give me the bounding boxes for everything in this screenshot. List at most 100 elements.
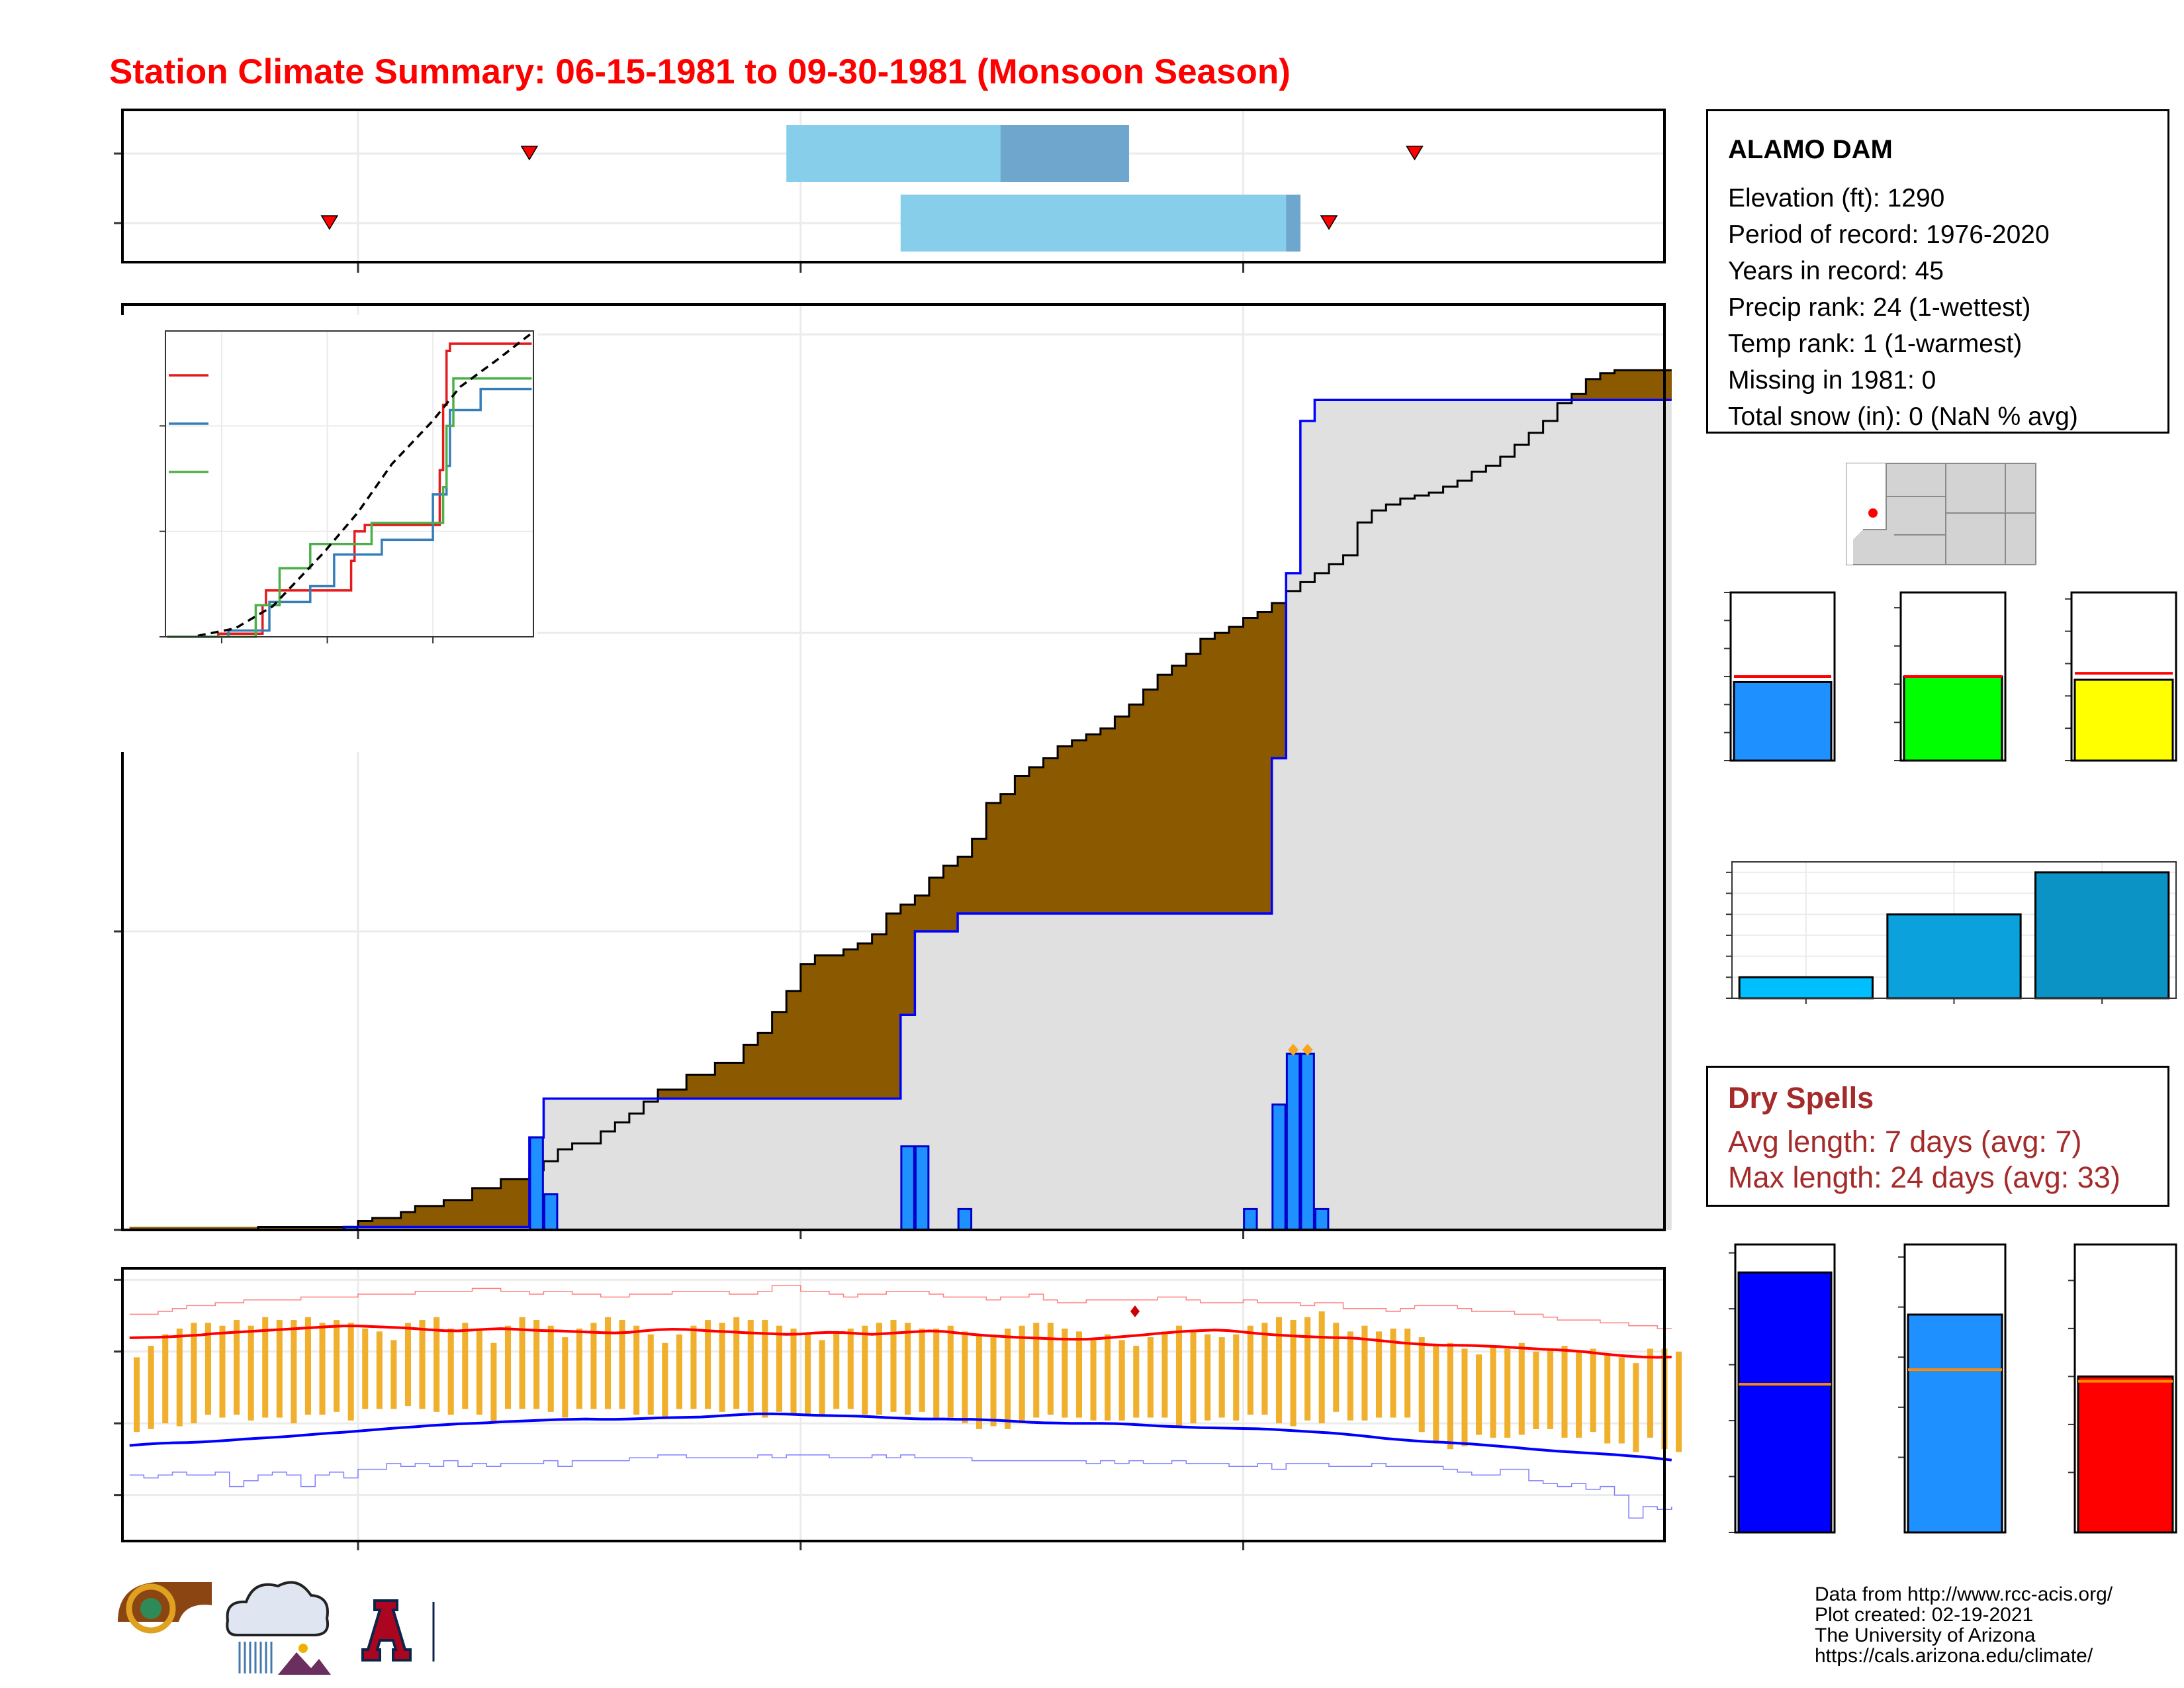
deficit-area [815, 955, 830, 1099]
deficit-area [1257, 612, 1272, 914]
events-frame [1731, 861, 2177, 999]
daily-temp-bar [1561, 1346, 1568, 1438]
deficit-area [472, 1188, 487, 1227]
deficit-area [957, 857, 972, 914]
daily-temp-bar [619, 1320, 625, 1409]
daily-max-marker [1288, 1043, 1299, 1056]
daily-precip-bar [543, 1193, 559, 1231]
deficit-area [1128, 704, 1144, 914]
deficit-area [900, 904, 915, 1015]
map-az-ca-border [1863, 463, 1887, 530]
station-precip-rank: Precip rank: 24 (1-wettest) [1728, 293, 2031, 322]
tmax_box-frame [2073, 1243, 2177, 1534]
daily-temp-bar [1033, 1323, 1040, 1418]
daily-temp-bar [1275, 1317, 1283, 1424]
daily-temp-bar [1233, 1334, 1240, 1421]
dry-spells-max: Max length: 24 days (avg: 33) [1728, 1160, 2120, 1194]
daily-temp-bar [1375, 1331, 1383, 1418]
daily-temp-bar [990, 1337, 997, 1427]
daily-temp-bar [1118, 1340, 1125, 1421]
deficit-area [272, 1227, 287, 1230]
deficit-area [1200, 639, 1215, 914]
daily-precip-bar [529, 1136, 544, 1231]
daily-temp-bar [1147, 1337, 1154, 1418]
daily-temp-bar [833, 1331, 840, 1409]
deficit-area [486, 1188, 501, 1227]
map-california-area [1846, 463, 1886, 565]
deficit-area [672, 1090, 687, 1099]
deficit-area [915, 895, 930, 932]
daily-temp-bar [162, 1334, 169, 1424]
daily-temp-bar [1247, 1325, 1253, 1415]
daily-temp-bar [862, 1325, 868, 1415]
station-snow: Total snow (in): 0 (NaN % avg) [1728, 402, 2078, 431]
daily-temp-bar [1019, 1325, 1025, 1424]
daily-temp-bar [662, 1342, 668, 1418]
daily-temp-bar [905, 1323, 911, 1415]
daily-temp-bar [976, 1334, 982, 1429]
deficit-area [429, 1205, 444, 1227]
deficit-area [986, 803, 1001, 914]
daily-temp-bar [191, 1323, 197, 1424]
daily-temp-bar [1647, 1348, 1653, 1438]
deficit-area [1214, 633, 1230, 914]
daily-precip-bar [957, 1207, 973, 1231]
daily-temp-bar [1105, 1334, 1111, 1421]
average-min-line [129, 1412, 1672, 1462]
deficit-area [1186, 653, 1201, 914]
daily-temp-bar [1447, 1342, 1453, 1450]
daily-precip-bar [1243, 1207, 1258, 1231]
daily-temp-bar [291, 1320, 297, 1424]
location-map [1846, 463, 2036, 565]
daily-temp-bar [134, 1357, 140, 1432]
deficit-area [386, 1217, 401, 1227]
station-info-box: ALAMO DAM Elevation (ft): 1290 Period of… [1706, 109, 2169, 434]
daily-temp-bar [1005, 1329, 1011, 1429]
daily-temp-bar [762, 1320, 768, 1418]
deficit-area [700, 1074, 715, 1099]
daily-temp-bar [719, 1323, 725, 1412]
credit-url: https://cals.arizona.edu/climate/ [1815, 1645, 2093, 1667]
deficit-area [329, 1227, 344, 1230]
daily-temp-bar [433, 1317, 440, 1412]
csap-logo-mountain [278, 1652, 331, 1675]
daily-temp-bar [790, 1329, 797, 1415]
daily-temp-bar [1333, 1323, 1340, 1412]
daily-temps-panel [114, 1267, 1682, 1550]
daily-max-marker [1302, 1043, 1313, 1056]
inset-series-line-2017 [167, 377, 532, 638]
credit-university: The University of Arizona [1815, 1624, 2036, 1646]
deficit-area [1643, 370, 1658, 400]
daily-precip-bar [1285, 1053, 1301, 1231]
daily-temp-bar [1476, 1354, 1482, 1435]
daily-temp-bar [776, 1325, 782, 1412]
deficit-area [1071, 740, 1087, 914]
deficit-area [886, 913, 901, 1099]
daily-temp-bar [962, 1331, 968, 1424]
deficit-area [1571, 394, 1586, 400]
figure-title: Station Climate Summary: 06-15-1981 to 0… [109, 52, 1291, 91]
daily-temp-bar [1418, 1337, 1425, 1432]
ua-logo-a [361, 1599, 412, 1662]
daily-temp-bar [234, 1320, 240, 1415]
tmean_box-bar [1907, 1313, 2003, 1534]
deficit-area [1028, 767, 1044, 914]
deficit-area [857, 943, 872, 1099]
deficit-area [1586, 379, 1601, 400]
daily-temp-bar [1090, 1340, 1097, 1421]
daily-temp-bar [148, 1346, 154, 1429]
daily-temp-bar [1390, 1329, 1396, 1418]
tmin_box-frame [1734, 1243, 1836, 1534]
daily-temp-bar [590, 1323, 597, 1409]
timing-marker-last [1320, 215, 1338, 230]
daily-temp-bar [1590, 1348, 1596, 1432]
tmean_box-frame [1903, 1243, 2007, 1534]
daily-temp-bar [276, 1320, 283, 1418]
daily-temp-bar [404, 1323, 412, 1407]
deficit-area [929, 877, 944, 932]
record-min-line [129, 1454, 1672, 1519]
daily-temp-bar [476, 1329, 482, 1415]
daily-temp-bar [676, 1334, 682, 1409]
daily-precip-bar [1300, 1053, 1315, 1231]
daily-temp-bar [547, 1325, 554, 1412]
